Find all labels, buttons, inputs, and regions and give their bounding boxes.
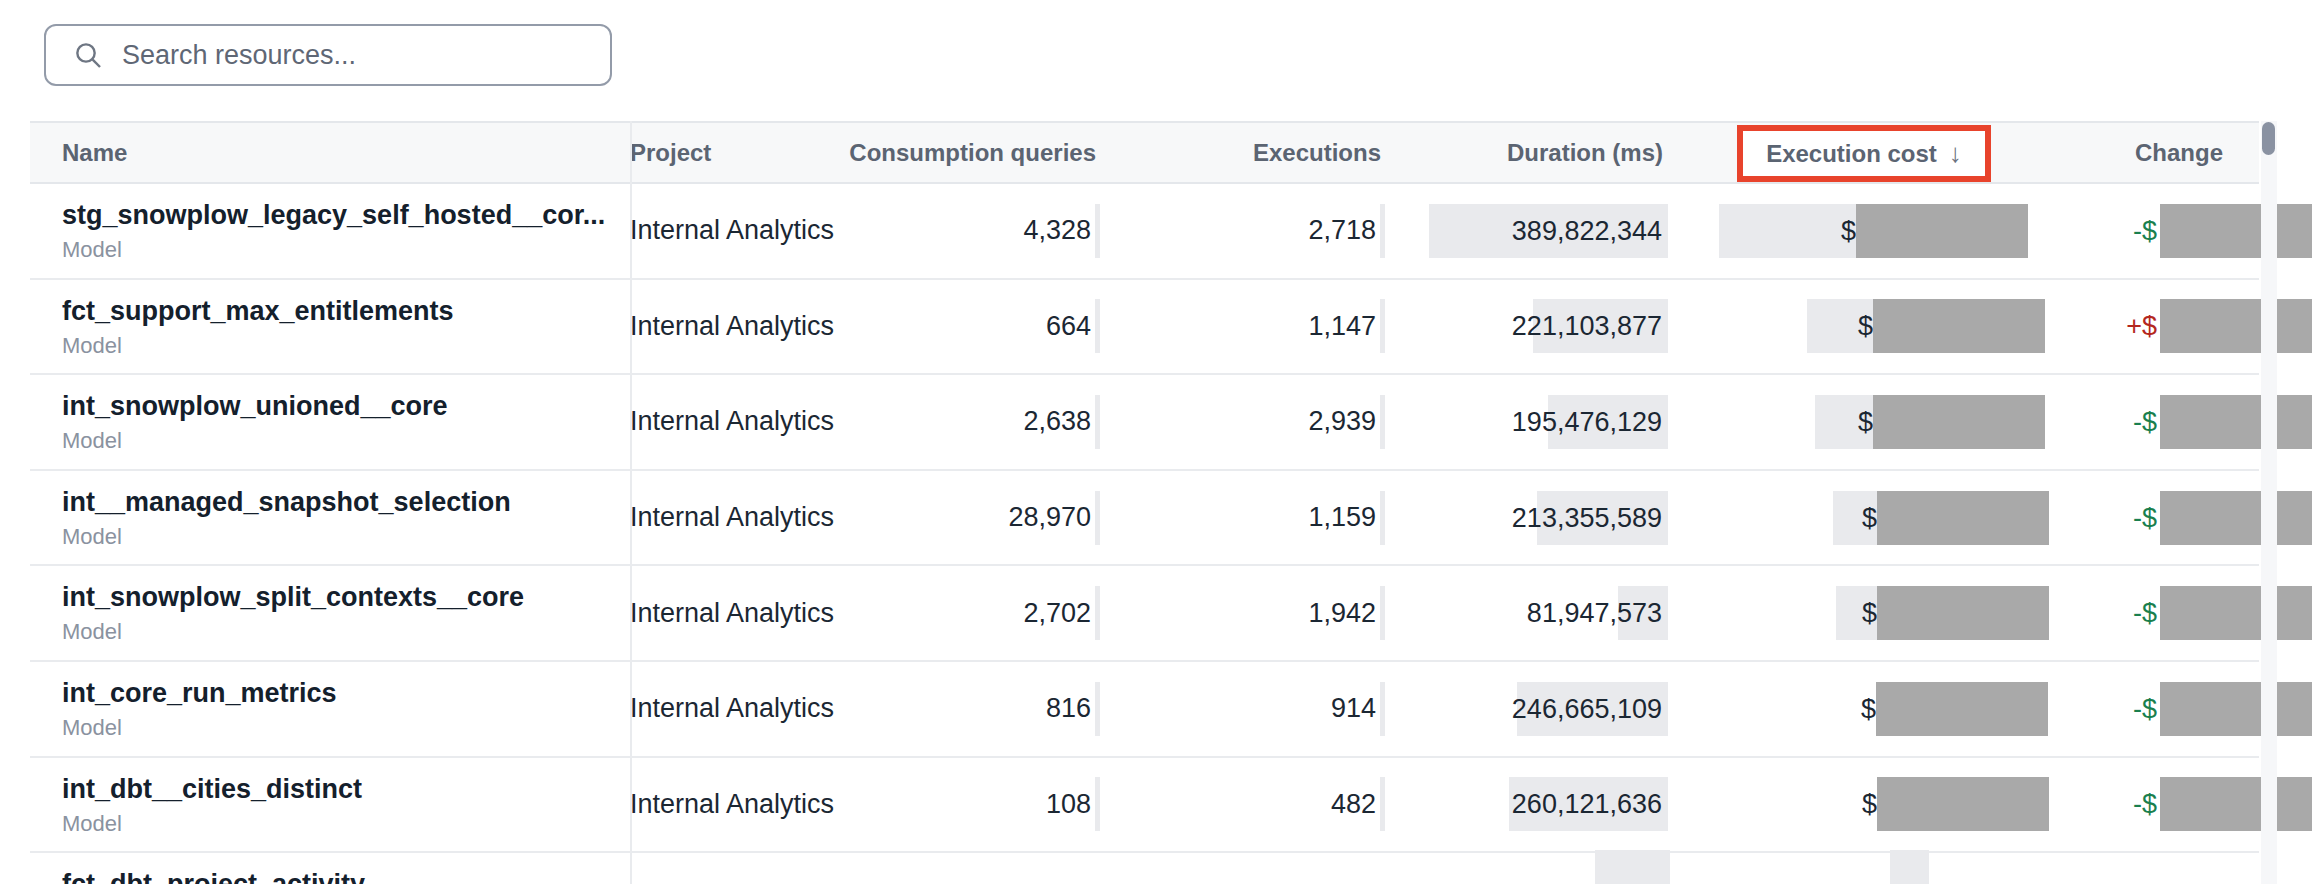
- column-header-change[interactable]: Change: [2135, 123, 2223, 182]
- duration-cell: 221,103,877: [1385, 280, 1668, 374]
- resource-name-link[interactable]: stg_snowplow_legacy_self_hosted__cor...: [62, 198, 600, 232]
- redaction-block: [2160, 682, 2312, 736]
- redaction-block: [2160, 204, 2312, 258]
- duration-cell: 195,476,129: [1385, 375, 1668, 469]
- consumption-cell: 108: [790, 758, 1100, 852]
- value-bar: [1595, 850, 1670, 884]
- duration-cell: 213,355,589: [1385, 471, 1668, 565]
- resource-name-link[interactable]: int_dbt__cities_distinct: [62, 772, 600, 806]
- resources-table-page: Name Project Consumption queries Executi…: [0, 0, 2312, 884]
- execution-cost-cell: $: [1668, 375, 2050, 469]
- execution-cost-cell: $: [1668, 662, 2050, 756]
- project-cell: Internal Analytics: [600, 662, 790, 756]
- vertical-scrollbar-thumb[interactable]: [2262, 122, 2275, 155]
- resource-type-label: Model: [62, 619, 600, 645]
- resource-name-link[interactable]: fct_support_max_entitlements: [62, 294, 600, 328]
- executions-cell: 1,942: [1100, 566, 1385, 660]
- resource-name-link[interactable]: int_snowplow_unioned__core: [62, 389, 600, 423]
- resource-name-link[interactable]: int_snowplow_split_contexts__core: [62, 580, 600, 614]
- redaction-block: [1877, 777, 2049, 831]
- duration-cell: 389,822,344: [1385, 184, 1668, 278]
- column-header-duration[interactable]: Duration (ms): [1507, 123, 1663, 182]
- redaction-block: [2160, 491, 2312, 545]
- change-cell: -$: [2050, 184, 2259, 278]
- column-divider: [630, 121, 632, 884]
- project-cell: Internal Analytics: [600, 758, 790, 852]
- executions-cell: 482: [1100, 758, 1385, 852]
- redaction-block: [2160, 299, 2312, 353]
- resource-type-label: Model: [62, 428, 600, 454]
- search-input[interactable]: [44, 24, 612, 86]
- table-row[interactable]: int_dbt__cities_distinct Model Internal …: [30, 758, 2259, 854]
- redaction-block: [2160, 395, 2312, 449]
- table-row[interactable]: int__managed_snapshot_selection Model In…: [30, 471, 2259, 567]
- consumption-cell: 4,328: [790, 184, 1100, 278]
- project-cell: Internal Analytics: [600, 184, 790, 278]
- redaction-block: [1877, 586, 2049, 640]
- executions-cell: 2,939: [1100, 375, 1385, 469]
- redaction-block: [1856, 204, 2028, 258]
- execution-cost-cell: $: [1668, 184, 2050, 278]
- redaction-block: [1877, 491, 2049, 545]
- change-cell: -$: [2050, 471, 2259, 565]
- resource-type-label: Model: [62, 237, 600, 263]
- duration-cell: 246,665,109: [1385, 662, 1668, 756]
- resource-name-link[interactable]: int__managed_snapshot_selection: [62, 485, 600, 519]
- consumption-cell: 28,970: [790, 471, 1100, 565]
- consumption-cell: 2,638: [790, 375, 1100, 469]
- resource-name-link[interactable]: int_core_run_metrics: [62, 676, 600, 710]
- consumption-cell: 2,702: [790, 566, 1100, 660]
- vertical-scrollbar-track[interactable]: [2261, 121, 2277, 884]
- execution-cost-cell: $: [1668, 758, 2050, 852]
- table-row[interactable]: int_snowplow_split_contexts__core Model …: [30, 566, 2259, 662]
- change-cell: +$: [2050, 280, 2259, 374]
- search-bar: [44, 24, 612, 86]
- redaction-block: [2160, 586, 2312, 640]
- table-row[interactable]: stg_snowplow_legacy_self_hosted__cor... …: [30, 184, 2259, 280]
- project-cell: Internal Analytics: [600, 375, 790, 469]
- value-bar: [1890, 850, 1929, 884]
- table-header: Name Project Consumption queries Executi…: [30, 121, 2259, 184]
- project-cell: Internal Analytics: [600, 471, 790, 565]
- resource-name-link[interactable]: fct_dbt_project_activity: [62, 867, 600, 884]
- consumption-cell: 816: [790, 662, 1100, 756]
- duration-cell: 81,947,573: [1385, 566, 1668, 660]
- execution-cost-cell: $: [1668, 280, 2050, 374]
- resource-type-label: Model: [62, 524, 600, 550]
- redaction-block: [2160, 777, 2312, 831]
- table-row[interactable]: int_snowplow_unioned__core Model Interna…: [30, 375, 2259, 471]
- sort-descending-icon: ↓: [1949, 138, 1962, 169]
- duration-cell: 260,121,636: [1385, 758, 1668, 852]
- project-cell: Internal Analytics: [600, 566, 790, 660]
- project-cell: Internal Analytics: [600, 280, 790, 374]
- resource-type-label: Model: [62, 333, 600, 359]
- change-cell: -$: [2050, 375, 2259, 469]
- table-row-partial[interactable]: fct_dbt_project_activity: [30, 853, 2259, 884]
- executions-cell: 1,159: [1100, 471, 1385, 565]
- resource-type-label: Model: [62, 811, 600, 837]
- executions-cell: 1,147: [1100, 280, 1385, 374]
- consumption-cell: 664: [790, 280, 1100, 374]
- redaction-block: [1876, 682, 2048, 736]
- executions-cell: 914: [1100, 662, 1385, 756]
- change-cell: -$: [2050, 662, 2259, 756]
- annotation-highlight-box: Execution cost ↓: [1737, 125, 1991, 182]
- table-row[interactable]: fct_support_max_entitlements Model Inter…: [30, 280, 2259, 376]
- executions-cell: 2,718: [1100, 184, 1385, 278]
- redaction-block: [1873, 395, 2045, 449]
- change-cell: -$: [2050, 566, 2259, 660]
- redaction-block: [1873, 299, 2045, 353]
- column-header-execution-cost[interactable]: Execution cost: [1766, 140, 1937, 168]
- resource-type-label: Model: [62, 715, 600, 741]
- column-header-executions[interactable]: Executions: [1253, 123, 1381, 182]
- column-header-project[interactable]: Project: [630, 123, 711, 182]
- table-body: stg_snowplow_legacy_self_hosted__cor... …: [30, 184, 2259, 884]
- execution-cost-cell: $: [1668, 566, 2050, 660]
- column-header-name[interactable]: Name: [62, 123, 127, 182]
- change-cell: -$: [2050, 758, 2259, 852]
- table-row[interactable]: int_core_run_metrics Model Internal Anal…: [30, 662, 2259, 758]
- execution-cost-cell: $: [1668, 471, 2050, 565]
- column-header-consumption-queries[interactable]: Consumption queries: [849, 123, 1096, 182]
